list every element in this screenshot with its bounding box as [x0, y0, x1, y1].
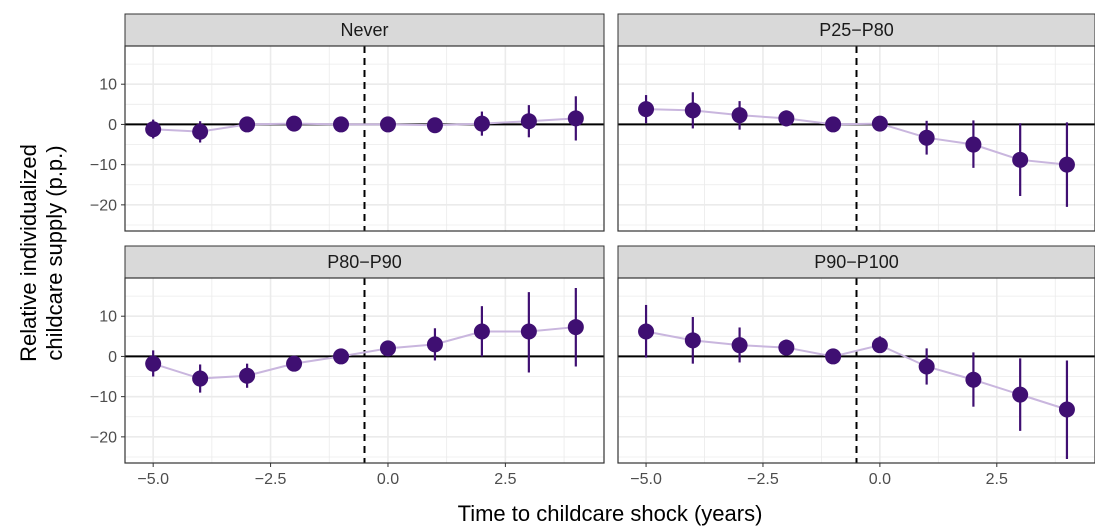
- x-tick-label: 2.5: [986, 471, 1008, 488]
- series-connecting-line: [153, 117, 576, 133]
- data-point: [379, 340, 396, 357]
- facet-panel-3: P80−P90 10 0 −10 −20 −5.0 −2.5 0.0 2.5: [90, 245, 605, 488]
- x-tick-label: −2.5: [255, 471, 287, 488]
- data-point: [145, 355, 162, 372]
- data-point: [333, 116, 350, 133]
- series-connecting-line: [645, 330, 1068, 411]
- series-connecting-line: [152, 326, 576, 380]
- data-point: [145, 121, 162, 138]
- data-point: [871, 115, 888, 132]
- data-point: [567, 319, 584, 336]
- facet-panel-4: P90−P100 −5.0 −2.5 0.0 2.5: [617, 245, 1095, 488]
- data-point: [286, 115, 303, 132]
- data-point: [473, 323, 490, 340]
- y-axis-title-line-1: Relative individualized: [16, 144, 41, 362]
- data-point: [778, 339, 795, 356]
- data-point: [731, 337, 748, 354]
- data-point: [379, 116, 396, 133]
- data-point: [286, 355, 303, 372]
- y-tick-label: −10: [90, 157, 117, 174]
- data-point: [825, 116, 842, 133]
- y-tick-label: 0: [108, 117, 117, 134]
- data-point: [426, 336, 443, 353]
- y-axis-title-line-2: childcare supply (p.p.): [42, 145, 67, 360]
- data-point: [731, 107, 748, 124]
- data-point: [1012, 386, 1029, 403]
- panel-border: [617, 45, 1095, 232]
- data-point: [1058, 156, 1075, 173]
- panel-border: [124, 45, 605, 232]
- y-tick-label: −20: [90, 197, 117, 214]
- data-point: [684, 332, 701, 349]
- series-connecting-line: [646, 108, 1068, 166]
- x-tick-label: 2.5: [494, 471, 516, 488]
- panel-border: [124, 277, 605, 464]
- x-tick-label: −5.0: [630, 471, 662, 488]
- y-tick-label: 10: [99, 77, 117, 94]
- facet-strip-label: P25−P80: [819, 20, 894, 40]
- data-point: [871, 337, 888, 354]
- data-point: [918, 358, 935, 375]
- data-point: [684, 102, 701, 119]
- x-axis-title: Time to childcare shock (years): [458, 501, 763, 526]
- facet-strip-label: P90−P100: [814, 252, 899, 272]
- x-tick-label: 0.0: [869, 471, 891, 488]
- data-point: [638, 101, 655, 118]
- facet-strip-label: P80−P90: [327, 252, 402, 272]
- data-point: [778, 110, 795, 127]
- data-point: [426, 117, 443, 134]
- data-point: [918, 129, 935, 146]
- x-tick-label: 0.0: [377, 471, 399, 488]
- data-point: [965, 136, 982, 153]
- data-point: [825, 348, 842, 365]
- data-point: [520, 113, 537, 130]
- data-point: [192, 370, 209, 387]
- x-tick-label: −5.0: [137, 471, 169, 488]
- data-point: [567, 110, 584, 127]
- y-tick-label: −10: [90, 389, 117, 406]
- data-point: [520, 323, 537, 340]
- facet-panel-1: Never 10 0 −10 −20: [90, 13, 605, 232]
- facet-strip: [124, 13, 605, 47]
- facet-panels: Never 10 0 −10 −20 P25−P80 P80−P90 10 0 −10 −20 −5.…: [90, 13, 1095, 488]
- data-point: [965, 371, 982, 388]
- data-point: [239, 367, 256, 384]
- data-point: [1012, 151, 1029, 168]
- y-tick-label: −20: [90, 429, 117, 446]
- facet-panel-2: P25−P80: [617, 13, 1095, 232]
- y-tick-label: 10: [99, 309, 117, 326]
- data-point: [239, 116, 256, 133]
- data-point: [1058, 401, 1075, 418]
- data-point: [192, 123, 209, 140]
- data-point: [333, 348, 350, 365]
- facet-strip-label: Never: [340, 20, 388, 40]
- x-tick-label: −2.5: [747, 471, 779, 488]
- panel-border: [617, 277, 1095, 464]
- data-point: [638, 323, 655, 340]
- y-tick-label: 0: [108, 349, 117, 366]
- data-point: [473, 115, 490, 132]
